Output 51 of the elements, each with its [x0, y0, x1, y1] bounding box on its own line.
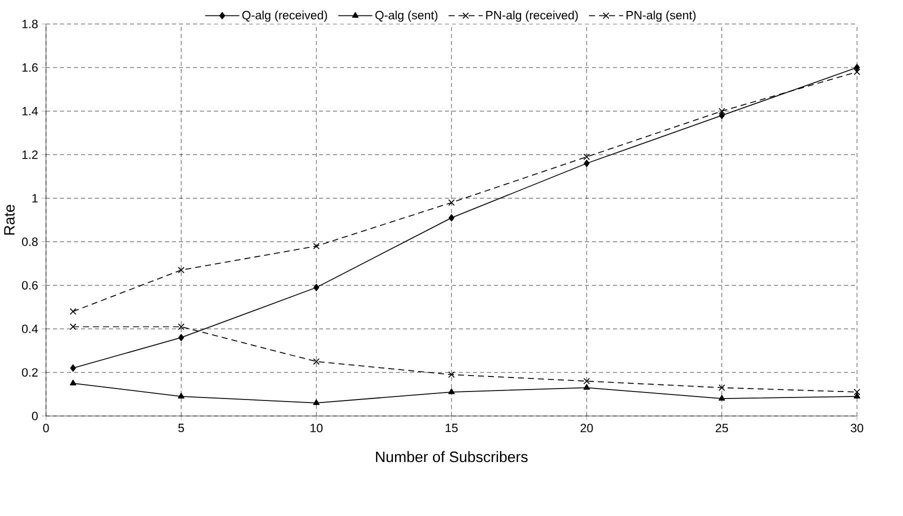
point: [718, 384, 726, 391]
x-tick-label: 10: [310, 424, 323, 432]
point: [854, 388, 860, 396]
x-tick-label: 25: [716, 424, 728, 432]
point: [448, 199, 455, 206]
legend-label: Q-alg (received): [242, 10, 327, 22]
point: [448, 388, 455, 394]
point: [178, 334, 184, 342]
point: [854, 392, 860, 398]
y-tick-label: 0.2: [22, 368, 38, 377]
y-tick-label: 0.8: [22, 238, 38, 246]
point: [313, 399, 320, 405]
point: [70, 364, 76, 372]
point: [718, 108, 726, 114]
y-tick-label: 0.4: [22, 324, 38, 334]
x-tick-label: 0: [43, 424, 49, 432]
x-tick-label: 5: [178, 424, 184, 432]
point: [313, 358, 320, 365]
x-axis-title: Number of Subscribers: [376, 451, 528, 462]
x-tick-label: 20: [580, 424, 593, 432]
legend-label: PN-alg (sent): [626, 10, 696, 22]
y-tick-label: 1.2: [22, 150, 38, 159]
point: [718, 112, 725, 120]
point: [718, 394, 726, 401]
point: [584, 160, 590, 168]
point: [448, 371, 455, 378]
y-tick-label: 0: [32, 412, 38, 420]
point: [448, 214, 454, 222]
y-axis-title: Rate: [4, 204, 15, 235]
point: [854, 64, 860, 72]
point: [313, 242, 320, 250]
point: [178, 323, 184, 330]
point: [583, 384, 590, 390]
x-tick-label: 30: [850, 424, 864, 432]
x-tick-label: 15: [446, 424, 458, 432]
legend-label: Q-alg (sent): [375, 10, 438, 22]
point: [583, 154, 590, 160]
y-tick-label: 1: [32, 194, 38, 202]
point: [583, 378, 590, 384]
point: [70, 308, 76, 315]
point: [178, 266, 184, 274]
y-tick-label: 1.4: [22, 106, 38, 116]
point: [854, 68, 860, 76]
y-tick-label: 1.8: [22, 20, 38, 28]
point: [70, 380, 76, 386]
y-tick-label: 1.6: [22, 63, 38, 72]
point: [70, 323, 76, 330]
y-tick-label: 0.6: [22, 281, 38, 290]
point: [178, 392, 184, 398]
legend-label: PN-alg (received): [486, 10, 578, 22]
point: [313, 284, 320, 292]
